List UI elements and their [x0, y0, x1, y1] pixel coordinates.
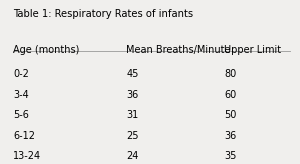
Text: Table 1: Respiratory Rates of infants: Table 1: Respiratory Rates of infants — [13, 9, 193, 19]
Text: Upper Limit: Upper Limit — [224, 45, 281, 55]
Text: 13-24: 13-24 — [13, 151, 41, 161]
Text: 24: 24 — [126, 151, 139, 161]
Text: 80: 80 — [224, 69, 237, 79]
Text: 45: 45 — [126, 69, 139, 79]
Text: 25: 25 — [126, 131, 139, 141]
Text: 36: 36 — [126, 90, 139, 100]
Text: 3-4: 3-4 — [13, 90, 29, 100]
Text: 6-12: 6-12 — [13, 131, 35, 141]
Text: 36: 36 — [224, 131, 237, 141]
Text: 50: 50 — [224, 110, 237, 120]
Text: 35: 35 — [224, 151, 237, 161]
Text: 31: 31 — [126, 110, 139, 120]
Text: 0-2: 0-2 — [13, 69, 29, 79]
Text: 60: 60 — [224, 90, 237, 100]
Text: Mean Breaths/Minute: Mean Breaths/Minute — [126, 45, 231, 55]
Text: Age (months): Age (months) — [13, 45, 80, 55]
Text: 5-6: 5-6 — [13, 110, 29, 120]
